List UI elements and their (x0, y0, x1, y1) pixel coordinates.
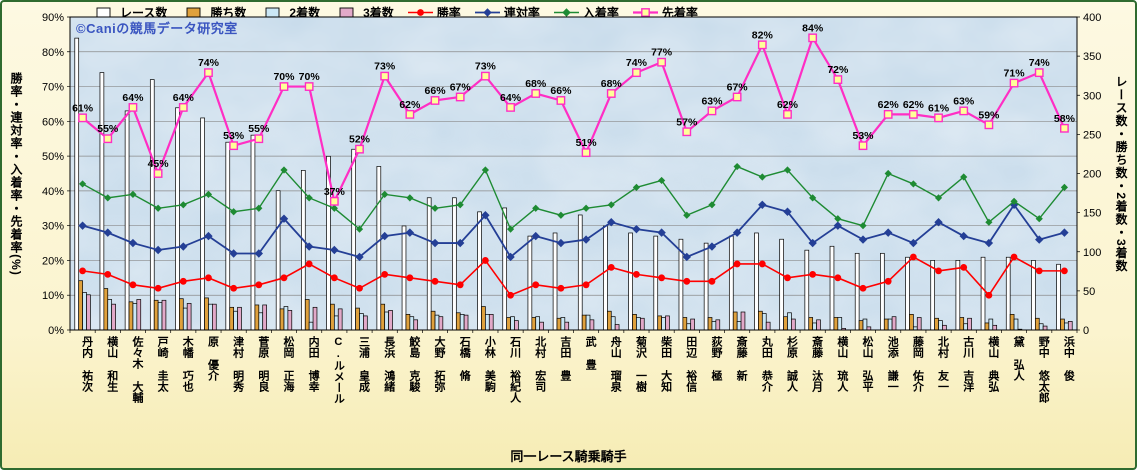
svg-text:66%: 66% (425, 85, 447, 97)
svg-text:53%: 53% (853, 130, 875, 142)
svg-text:66%: 66% (550, 85, 572, 97)
legend-label: 先着率 (661, 5, 698, 20)
svg-text:62%: 62% (878, 99, 900, 111)
legend-item-quinella_rate: 連対率 (474, 4, 540, 21)
svg-text:40%: 40% (42, 186, 64, 198)
svg-text:37%: 37% (324, 186, 346, 198)
svg-text:0: 0 (1083, 325, 1089, 337)
svg-text:71%: 71% (1004, 68, 1026, 80)
svg-text:300: 300 (1083, 90, 1101, 102)
svg-text:53%: 53% (223, 130, 245, 142)
svg-text:70%: 70% (42, 82, 64, 94)
legend-label: 勝率 (436, 5, 461, 20)
svg-text:20%: 20% (42, 255, 64, 267)
right-axis-title: レース数・勝ち数・2着数・3着数 (1114, 75, 1128, 273)
svg-text:82%: 82% (752, 29, 774, 41)
svg-text:77%: 77% (651, 47, 673, 59)
svg-text:350: 350 (1083, 51, 1101, 63)
legend-item-placing_rate: 入着率 (553, 4, 619, 21)
legend-item-races: レース数 (90, 4, 167, 21)
svg-text:10%: 10% (42, 290, 64, 302)
line-lead_rate (78, 33, 1069, 206)
svg-text:73%: 73% (475, 61, 497, 73)
legend-item-win_rate: 勝率 (407, 4, 461, 21)
svg-text:0%: 0% (48, 325, 64, 337)
svg-text:55%: 55% (97, 123, 119, 135)
left-axis-ticks: 90% 80% 70% 60% 50% 40% 30% 20% 10% 0% (42, 12, 64, 337)
legend-item-wins: 勝ち数 (180, 4, 246, 21)
legend-item-lead_rate: 先着率 (632, 4, 698, 21)
legend-swatch-lead_rate (632, 7, 658, 17)
legend-swatch-win_rate (407, 8, 433, 16)
axis-tick-marks (67, 16, 1080, 333)
svg-text:250: 250 (1083, 129, 1101, 141)
data-labels-lead_rate: 61%55%64%45%64%74%53%55%70% 70%37%52%73%6… (72, 22, 1076, 197)
svg-text:64%: 64% (500, 92, 522, 104)
svg-text:90%: 90% (42, 12, 64, 24)
svg-text:50: 50 (1083, 286, 1095, 298)
legend-label: 勝ち数 (210, 5, 247, 20)
x-axis-title: 同一レース騎乗騎手 (510, 449, 627, 464)
svg-text:84%: 84% (802, 22, 824, 34)
svg-text:67%: 67% (727, 81, 749, 93)
svg-text:63%: 63% (953, 95, 975, 107)
svg-text:62%: 62% (903, 99, 925, 111)
svg-text:52%: 52% (349, 134, 371, 146)
svg-text:200: 200 (1083, 169, 1101, 181)
svg-text:57%: 57% (676, 116, 698, 128)
svg-text:150: 150 (1083, 208, 1101, 220)
svg-text:62%: 62% (399, 99, 421, 111)
svg-text:58%: 58% (1054, 113, 1076, 125)
legend-swatch-quinella_rate (474, 7, 500, 17)
line-placing_rate (78, 162, 1069, 233)
legend-label: 2着数 (289, 5, 321, 20)
line-quinella_rate (78, 200, 1069, 262)
svg-text:59%: 59% (978, 109, 1000, 121)
svg-text:70%: 70% (273, 71, 295, 83)
svg-text:67%: 67% (450, 81, 472, 93)
svg-text:62%: 62% (777, 99, 799, 111)
svg-text:400: 400 (1083, 12, 1101, 24)
svg-text:64%: 64% (173, 92, 195, 104)
right-axis-ticks: 400 350 300 250 200 150 100 50 0 (1083, 12, 1101, 337)
svg-text:55%: 55% (248, 123, 270, 135)
svg-text:30%: 30% (42, 221, 64, 233)
svg-text:68%: 68% (601, 78, 623, 90)
svg-text:100: 100 (1083, 247, 1101, 259)
svg-text:68%: 68% (525, 78, 547, 90)
svg-text:60%: 60% (42, 116, 64, 128)
legend-label: 3着数 (363, 5, 394, 20)
svg-text:74%: 74% (626, 57, 648, 69)
svg-text:74%: 74% (198, 57, 220, 69)
watermark: ©Caniの競馬データ研究室 (76, 21, 238, 36)
svg-text:64%: 64% (122, 92, 144, 104)
line-win_rate (79, 253, 1068, 299)
legend-label: レース数 (120, 5, 168, 20)
svg-text:72%: 72% (827, 64, 849, 76)
legend-label: 入着率 (582, 5, 619, 20)
legend-label: 連対率 (503, 5, 540, 20)
svg-text:61%: 61% (72, 102, 94, 114)
legend-swatch-placing_rate (553, 7, 579, 17)
svg-text:50%: 50% (42, 151, 64, 163)
svg-text:80%: 80% (42, 47, 64, 59)
svg-text:74%: 74% (1029, 57, 1051, 69)
svg-text:70%: 70% (299, 71, 321, 83)
svg-text:63%: 63% (701, 95, 723, 107)
svg-text:73%: 73% (374, 61, 396, 73)
legend: レース数 勝ち数 2着数 3着数 勝率 連対率 入着率 先着率 (90, 4, 711, 20)
svg-text:51%: 51% (576, 137, 598, 149)
left-axis-title: 勝率・連対率・入着率・先着率(%) (9, 72, 23, 276)
svg-text:61%: 61% (928, 102, 950, 114)
svg-text:45%: 45% (148, 158, 170, 170)
